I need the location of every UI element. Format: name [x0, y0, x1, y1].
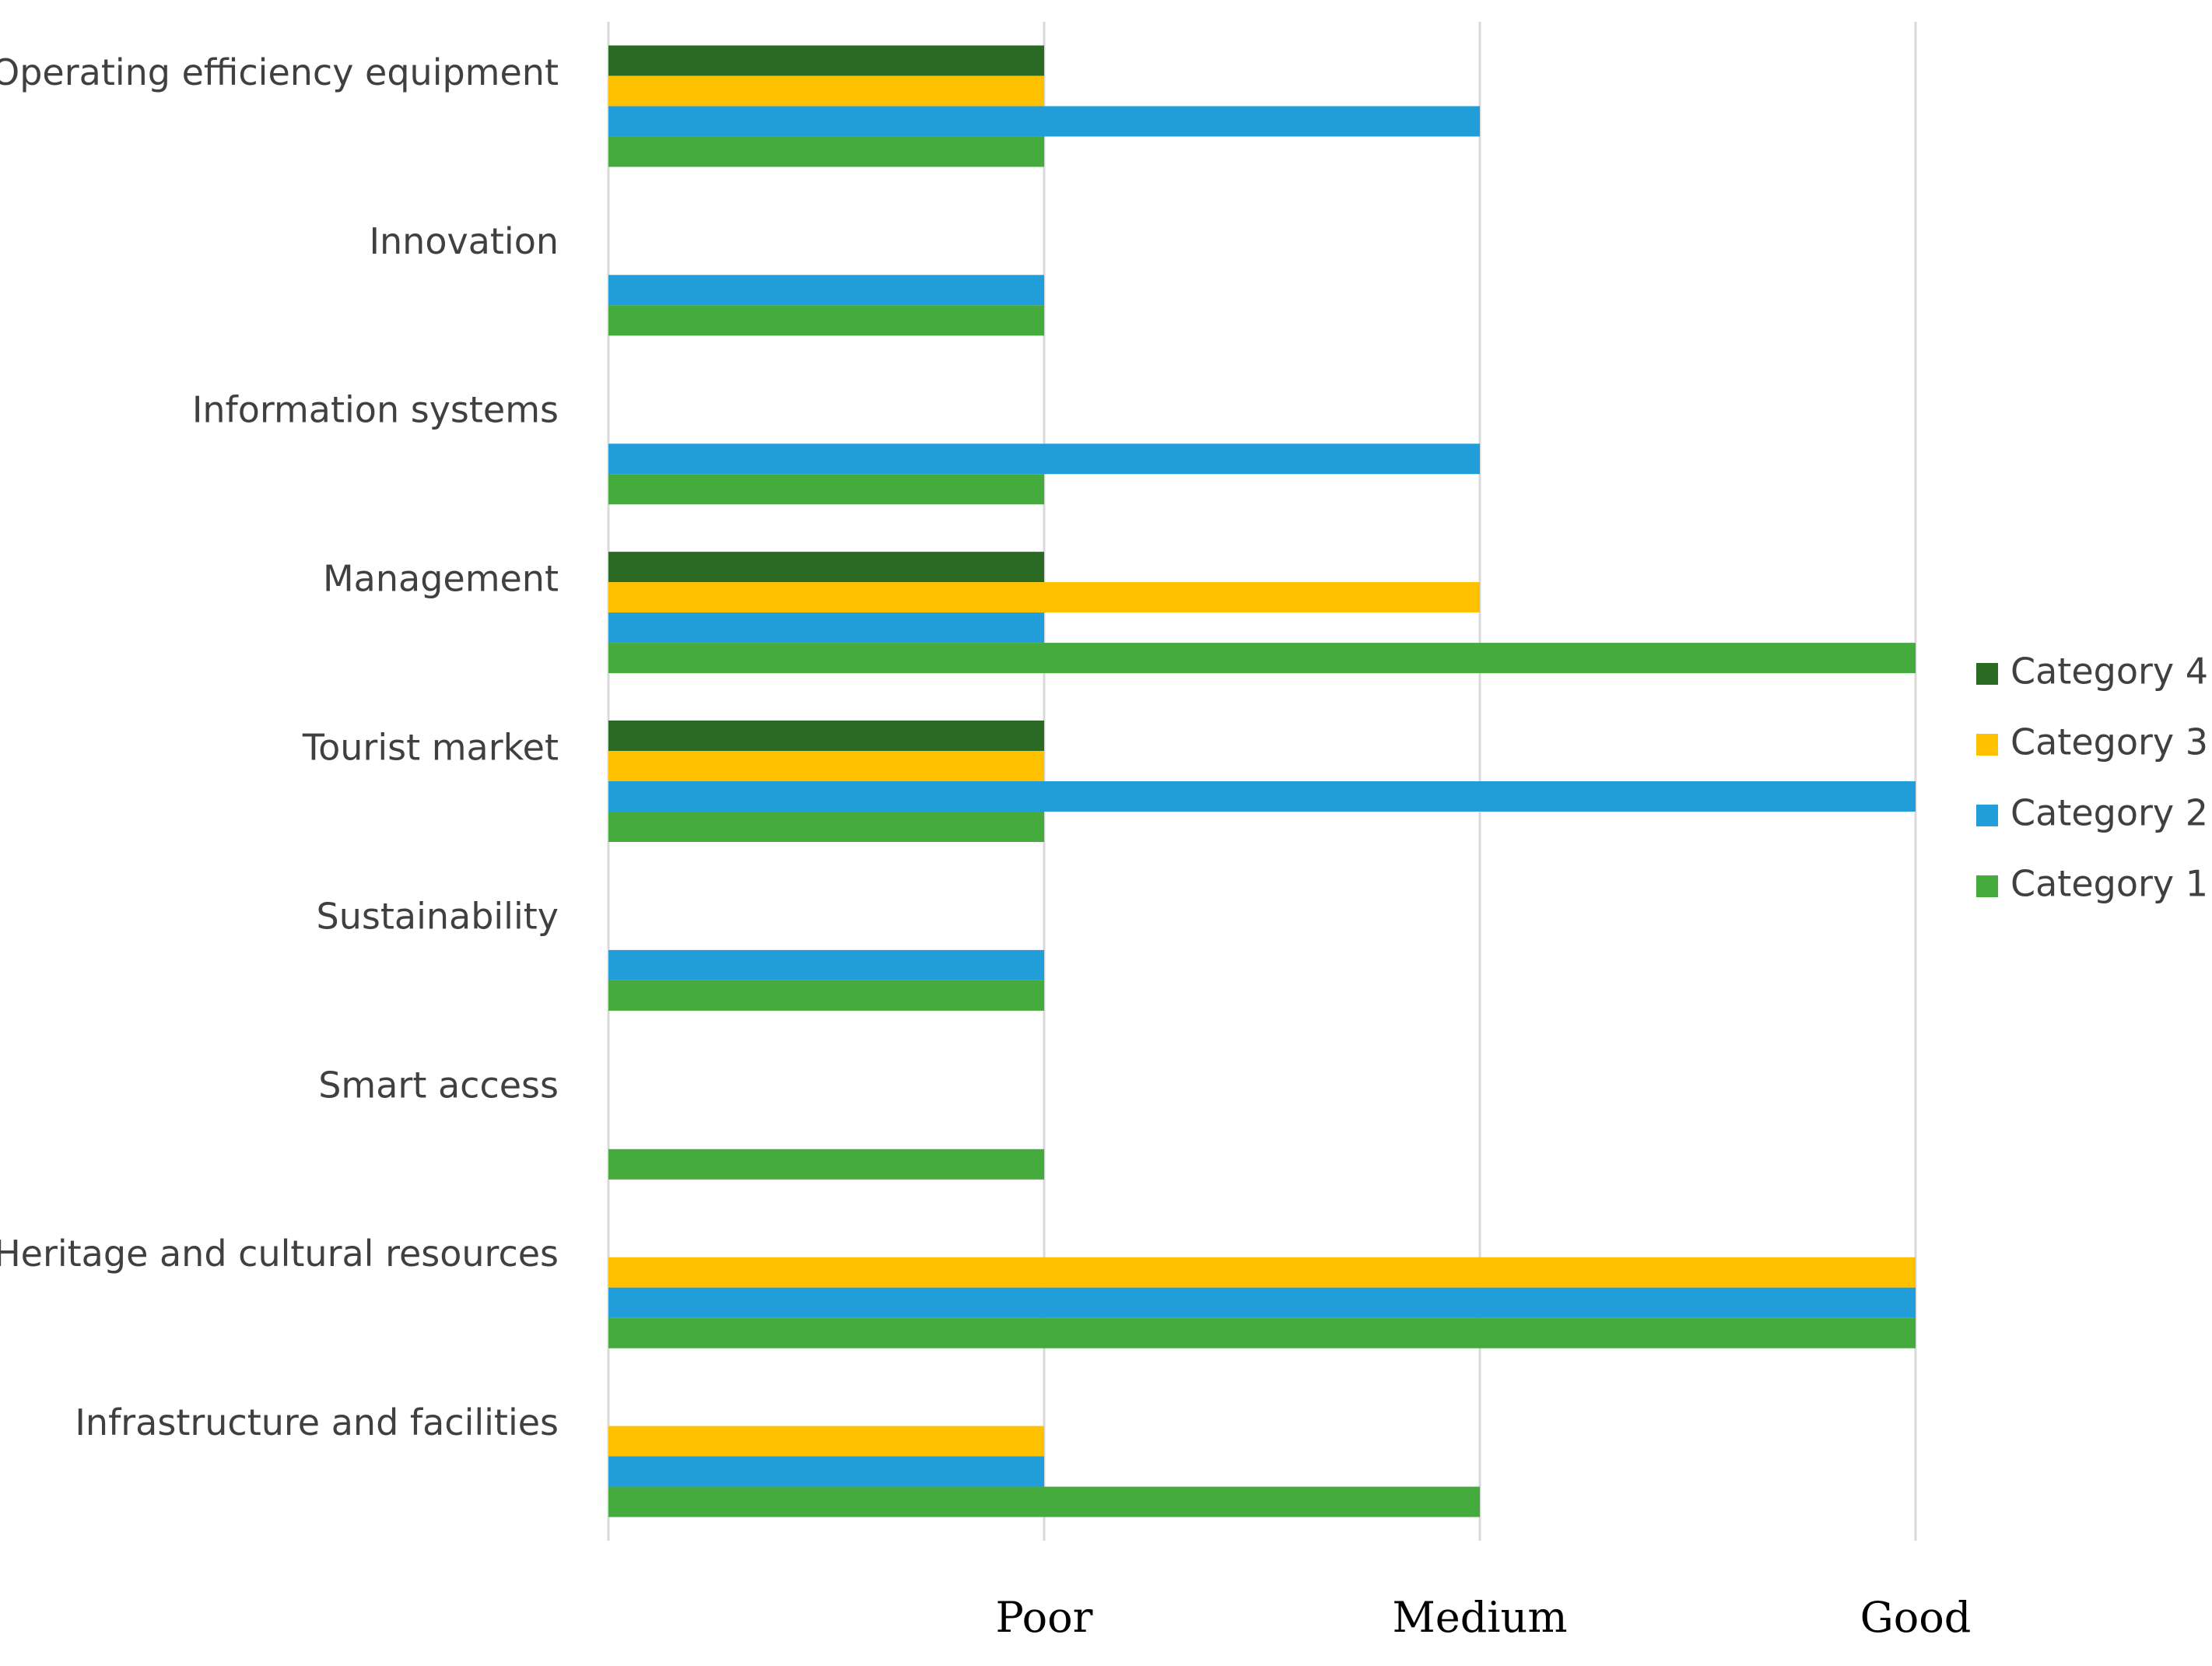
legend-swatch: [1976, 875, 1998, 897]
bar-category-2-3: [608, 612, 1044, 644]
category-label: Management: [323, 558, 559, 600]
bar-category-3-0: [608, 75, 1044, 107]
x-tick-label: Medium: [1392, 1593, 1567, 1642]
bar-category-4-3: [608, 552, 1044, 583]
category-label: Tourist market: [302, 727, 559, 769]
bar-category-3-4: [608, 751, 1044, 781]
bar-category-2-7: [608, 1287, 1916, 1318]
bar-category-2-1: [608, 275, 1044, 306]
x-tick-label: Poor: [996, 1593, 1093, 1642]
bar-category-1-8: [608, 1486, 1480, 1517]
bar-category-3-3: [608, 582, 1480, 613]
bar-category-3-7: [608, 1257, 1916, 1288]
legend-label: Category 1: [2010, 863, 2208, 905]
bar-category-1-2: [608, 474, 1044, 505]
legend-swatch: [1976, 805, 1998, 826]
bar-category-3-8: [608, 1426, 1044, 1457]
bar-category-1-3: [608, 643, 1916, 674]
bar-category-4-0: [608, 45, 1044, 76]
legend: Category 4 Category 3 Category 2 Category 1: [1976, 651, 2208, 905]
x-tick-labels: Poor Medium Good: [996, 1593, 1972, 1642]
bar-category-2-2: [608, 444, 1480, 475]
legend-swatch: [1976, 663, 1998, 685]
bar-category-1-6: [608, 1149, 1044, 1180]
bar-category-1-1: [608, 305, 1044, 336]
x-tick-label: Good: [1860, 1593, 1972, 1642]
category-label: Operating efficiency equipment: [0, 51, 559, 93]
bar-category-2-8: [608, 1456, 1044, 1487]
bar-category-1-4: [608, 812, 1044, 842]
bar-category-1-5: [608, 980, 1044, 1011]
legend-label: Category 2: [2010, 792, 2208, 834]
bar-category-2-0: [608, 106, 1480, 137]
category-label: Information systems: [192, 389, 559, 431]
category-label: Sustainability: [317, 895, 559, 937]
legend-swatch: [1976, 734, 1998, 756]
legend-label: Category 3: [2010, 721, 2208, 763]
bars: [608, 45, 1916, 1517]
category-label: Smart access: [318, 1064, 559, 1106]
category-labels: Operating efficiency equipment Innovation…: [0, 51, 559, 1443]
category-label: Heritage and cultural resources: [0, 1233, 559, 1275]
bar-category-1-0: [608, 136, 1044, 167]
bar-category-2-5: [608, 949, 1044, 980]
bar-category-4-4: [608, 721, 1044, 751]
legend-label: Category 4: [2010, 651, 2208, 693]
category-label: Infrastructure and facilities: [75, 1401, 559, 1443]
bar-category-2-4: [608, 781, 1916, 812]
bar-category-1-7: [608, 1317, 1916, 1349]
category-label: Innovation: [369, 220, 559, 262]
